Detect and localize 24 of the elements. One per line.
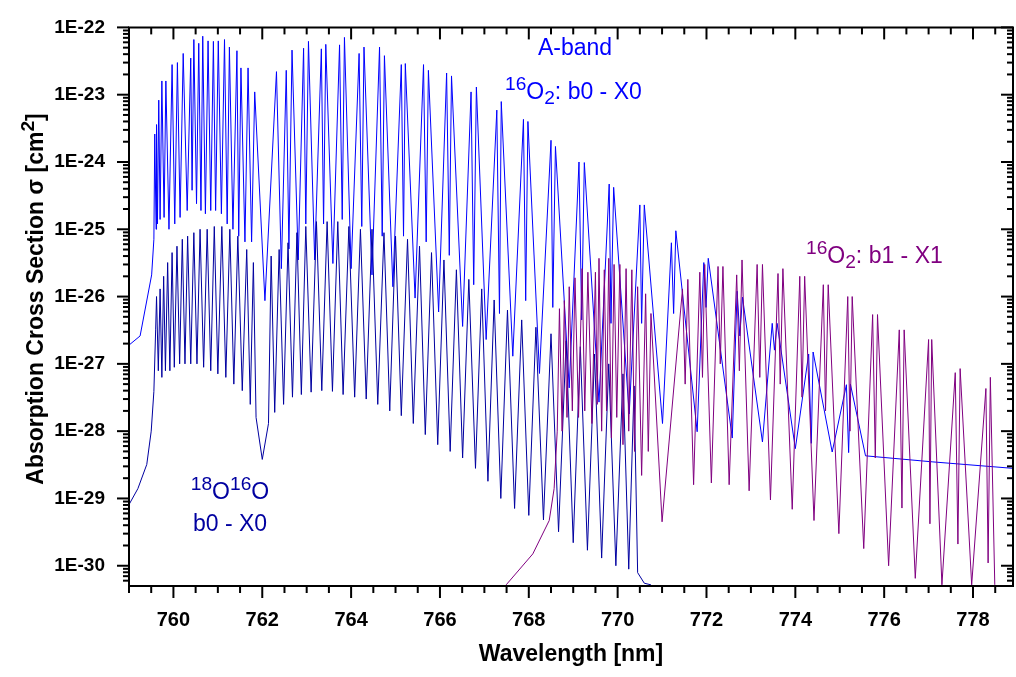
series-label: $^{18}$O$^{16}$O b0 - X0 bbox=[189, 472, 271, 538]
y-tick-label: 1E-23 bbox=[54, 82, 105, 104]
y-tick-label: 1E-29 bbox=[54, 486, 105, 508]
y-tick-label: 1E-27 bbox=[54, 352, 105, 374]
series-label: $^{16}$O$_{2}$: b1 - X1 bbox=[806, 236, 944, 275]
x-tick-label: 766 bbox=[423, 607, 457, 630]
y-tick-label: 1E-22 bbox=[54, 15, 105, 37]
y-tick-label: 1E-26 bbox=[54, 284, 105, 306]
x-axis-title: Wavelength [nm] bbox=[477, 640, 665, 667]
x-tick-label: 774 bbox=[778, 607, 813, 630]
x-tick-label: 778 bbox=[956, 607, 990, 630]
x-tick-label: 776 bbox=[867, 607, 901, 630]
x-tick-label: 764 bbox=[334, 607, 369, 630]
x-tick-label: 772 bbox=[689, 607, 724, 630]
x-tick-label: 770 bbox=[600, 607, 635, 630]
y-tick-label: 1E-30 bbox=[54, 553, 105, 575]
annotation: A-band bbox=[536, 34, 614, 61]
x-tick-label: 762 bbox=[245, 607, 279, 630]
x-tick-label: 760 bbox=[156, 607, 191, 630]
x-tick-label: 768 bbox=[512, 607, 546, 630]
y-tick-label: 1E-24 bbox=[54, 150, 106, 172]
y-tick-label: 1E-25 bbox=[54, 217, 106, 239]
y-tick-label: 1E-28 bbox=[54, 419, 105, 441]
series-label: $^{16}$O$_{2}$: b0 - X0 bbox=[505, 72, 643, 111]
